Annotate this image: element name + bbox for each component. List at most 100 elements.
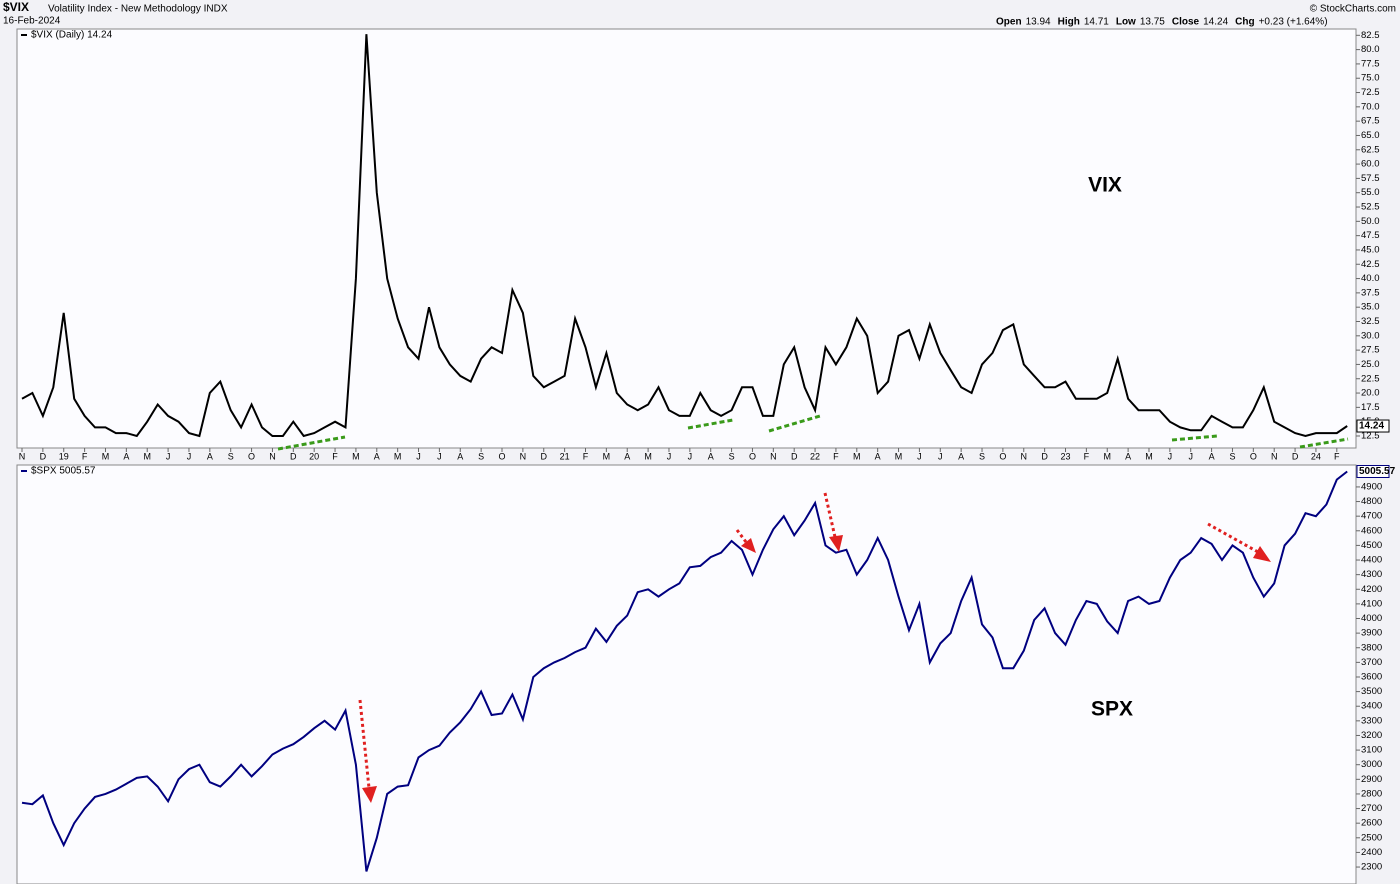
annotation: SPX (1091, 698, 1133, 721)
y-tick-label: 4300 (1361, 569, 1382, 580)
quote-value: 14.24 (1203, 17, 1228, 28)
y-tick-label: 75.0 (1361, 73, 1380, 84)
x-tick-label: M (102, 451, 110, 461)
x-tick-label: 24 (1311, 451, 1321, 461)
x-tick-label: 20 (309, 451, 319, 461)
y-tick-label: 67.5 (1361, 116, 1380, 127)
arrow-line (823, 492, 837, 538)
x-tick-label: M (1103, 451, 1111, 461)
x-tick-label: A (374, 451, 380, 461)
x-tick-label: N (19, 451, 26, 461)
y-tick-label: 3700 (1361, 657, 1382, 668)
y-tick-label: 2700 (1361, 803, 1382, 814)
y-tick-label: 3900 (1361, 628, 1382, 639)
x-tick-label: 19 (59, 451, 69, 461)
y-tick-label: 82.5 (1361, 30, 1380, 41)
last-value-box (1356, 464, 1390, 478)
y-tick-label: 35.0 (1361, 302, 1380, 313)
x-tick-label: O (999, 451, 1006, 461)
arrow-head (362, 786, 377, 803)
y-tick-label: 4500 (1361, 540, 1382, 551)
y-tick-label: 3300 (1361, 715, 1382, 726)
y-tick-label: 3100 (1361, 745, 1382, 756)
series-group (21, 34, 1348, 438)
y-tick-label: 27.5 (1361, 345, 1380, 356)
last-value-box (1356, 419, 1390, 433)
x-tick-label: A (123, 451, 129, 461)
series-group (21, 470, 1348, 872)
x-tick-label: M (394, 451, 402, 461)
x-tick-label: N (520, 451, 527, 461)
x-tick-label: F (1334, 451, 1340, 461)
arrow-line (358, 699, 371, 789)
x-tick-label: A (875, 451, 881, 461)
y-tick-label: 4800 (1361, 496, 1382, 507)
x-tick-label: A (958, 451, 964, 461)
y-tick-label: 4400 (1361, 555, 1382, 566)
y-tick-label: 40.0 (1361, 273, 1380, 284)
y-tick-label: 3400 (1361, 701, 1382, 712)
y-tick-label: 25.0 (1361, 359, 1380, 370)
annotations (277, 414, 1349, 803)
x-tick-label: A (708, 451, 714, 461)
x-tick-label: N (770, 451, 777, 461)
x-tick-label: F (1084, 451, 1090, 461)
x-tick-label: A (1209, 451, 1215, 461)
x-tick-label: A (207, 451, 213, 461)
x-tick-label: M (895, 451, 903, 461)
x-tick-label: D (541, 451, 548, 461)
x-tick-label: J (1188, 451, 1193, 461)
y-tick-label: 2400 (1361, 847, 1382, 858)
x-tick-label: D (791, 451, 798, 461)
y-tick-label: 2800 (1361, 788, 1382, 799)
y-tick-label: 45.0 (1361, 244, 1380, 255)
credit: © StockCharts.com (1310, 4, 1396, 15)
x-tick-label: J (1168, 451, 1173, 461)
x-tick-label: F (82, 451, 88, 461)
y-tick-label: 72.5 (1361, 87, 1380, 98)
quote: Open 13.94 High 14.71 Low 13.75 Close 14.24 Chg +… (996, 17, 1328, 28)
y-tick-label: 3800 (1361, 642, 1382, 653)
x-tick-label: A (624, 451, 630, 461)
y-tick-label: 12.5 (1361, 430, 1380, 441)
x-tick-label: M (352, 451, 360, 461)
y-tick-label: 42.5 (1361, 259, 1380, 270)
x-tick-label: J (416, 451, 421, 461)
legend-label: $SPX 5005.57 (31, 466, 96, 477)
series-line (21, 470, 1348, 872)
y-tick-label: 4700 (1361, 511, 1382, 522)
x-tick-label: S (729, 451, 735, 461)
x-tick-label: S (1229, 451, 1235, 461)
dash-line (1299, 437, 1349, 449)
x-tick-label: M (644, 451, 652, 461)
series-line (21, 34, 1348, 438)
y-tick-label: 17.5 (1361, 402, 1380, 413)
y-tick-label: 60.0 (1361, 159, 1380, 170)
y-tick-label: 4200 (1361, 584, 1382, 595)
x-tick-label: J (187, 451, 192, 461)
arrow-head (741, 538, 756, 553)
x-tick-label: S (979, 451, 985, 461)
arrow-line (735, 529, 748, 543)
x-tick-label: A (1125, 451, 1131, 461)
y-tick-label: 3000 (1361, 759, 1382, 770)
y-tick-label: 4600 (1361, 525, 1382, 536)
x-tick-label: M (1145, 451, 1153, 461)
x-tick-label: A (457, 451, 463, 461)
x-tick-label: D (1292, 451, 1299, 461)
quote-value: 13.94 (1026, 17, 1051, 28)
x-tick-label: D (290, 451, 297, 461)
x-tick-label: J (938, 451, 943, 461)
y-tick-label: 80.0 (1361, 44, 1380, 55)
y-tick-label: 47.5 (1361, 230, 1380, 241)
arrow-head (1253, 546, 1271, 562)
y-tick-label: 57.5 (1361, 173, 1380, 184)
x-tick-label: M (143, 451, 151, 461)
x-tick-label: 23 (1060, 451, 1070, 461)
x-tick-label: F (833, 451, 839, 461)
y-tick-label: 20.0 (1361, 388, 1380, 399)
x-tick-label: 22 (810, 451, 820, 461)
x-tick-label: M (603, 451, 611, 461)
y-tick-label: 22.5 (1361, 373, 1380, 384)
